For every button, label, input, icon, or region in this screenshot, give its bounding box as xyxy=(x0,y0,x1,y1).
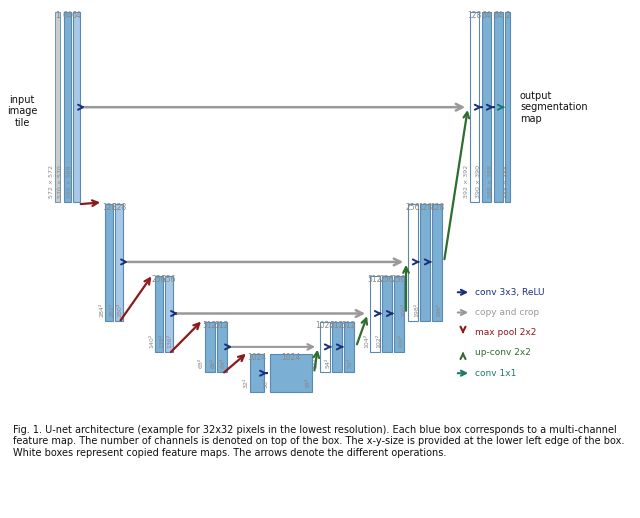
Text: 568 × 568: 568 × 568 xyxy=(67,166,72,198)
Bar xyxy=(470,12,479,202)
Text: 392 × 392: 392 × 392 xyxy=(464,165,469,198)
Text: 102²: 102² xyxy=(376,334,381,348)
Text: 512: 512 xyxy=(330,321,344,329)
Text: up-conv 2x2: up-conv 2x2 xyxy=(475,349,531,357)
Bar xyxy=(270,354,312,393)
Bar xyxy=(55,12,60,202)
Text: 256: 256 xyxy=(392,275,406,284)
Text: conv 3x3, ReLU: conv 3x3, ReLU xyxy=(475,288,545,297)
Bar xyxy=(482,12,491,202)
Text: 198²: 198² xyxy=(414,303,419,316)
Bar xyxy=(250,354,264,393)
Text: 128: 128 xyxy=(430,203,444,212)
Text: 64: 64 xyxy=(493,11,504,20)
Bar xyxy=(394,276,404,352)
Bar xyxy=(205,322,215,372)
Text: 30²: 30² xyxy=(264,378,269,388)
Text: 64²: 64² xyxy=(221,358,226,368)
Text: Fig. 1. U-net architecture (example for 32x32 pixels in the lowest resolution). : Fig. 1. U-net architecture (example for … xyxy=(13,425,624,458)
Text: 388 × 388: 388 × 388 xyxy=(504,165,509,198)
Bar xyxy=(494,12,503,202)
Text: 280²: 280² xyxy=(117,303,122,316)
Bar xyxy=(115,204,123,321)
Text: 138²: 138² xyxy=(159,334,164,348)
Bar xyxy=(420,204,430,321)
Bar xyxy=(73,12,80,202)
Bar xyxy=(382,276,392,352)
Text: 390 × 390: 390 × 390 xyxy=(476,165,481,198)
Text: 1024: 1024 xyxy=(248,353,267,362)
Text: 52²: 52² xyxy=(348,358,353,368)
Bar xyxy=(165,276,173,352)
Text: 136²: 136² xyxy=(167,334,172,348)
Text: 512: 512 xyxy=(342,321,356,329)
Text: 104²: 104² xyxy=(364,334,369,348)
Text: 570 × 570: 570 × 570 xyxy=(58,165,63,198)
Text: 28²: 28² xyxy=(306,378,311,388)
Bar xyxy=(432,204,442,321)
Bar xyxy=(105,204,113,321)
Text: 256: 256 xyxy=(152,275,166,284)
Text: 572 × 572: 572 × 572 xyxy=(49,165,54,198)
Text: 256: 256 xyxy=(406,203,420,212)
Text: 64: 64 xyxy=(72,11,81,20)
Text: 512: 512 xyxy=(203,321,217,329)
Text: 282²: 282² xyxy=(109,302,114,316)
Text: 100²: 100² xyxy=(398,334,403,348)
Bar xyxy=(344,322,354,372)
Text: 128: 128 xyxy=(102,203,116,212)
Text: 256: 256 xyxy=(162,275,176,284)
Text: 68²: 68² xyxy=(199,358,204,368)
Bar xyxy=(370,276,380,352)
Text: 140²: 140² xyxy=(149,334,154,348)
Text: 64: 64 xyxy=(482,11,492,20)
Text: 66²: 66² xyxy=(211,358,216,368)
Text: 1024: 1024 xyxy=(282,353,301,362)
Text: 54²: 54² xyxy=(326,358,331,368)
Text: 56²: 56² xyxy=(314,358,319,368)
Bar xyxy=(408,204,418,321)
Bar xyxy=(217,322,227,372)
Bar xyxy=(505,12,510,202)
Text: max pool 2x2: max pool 2x2 xyxy=(475,328,536,337)
Text: 200²: 200² xyxy=(402,303,407,316)
Text: output
segmentation
map: output segmentation map xyxy=(520,91,588,124)
Text: 64: 64 xyxy=(63,11,72,20)
Text: 512: 512 xyxy=(368,275,382,284)
Bar xyxy=(320,322,330,372)
Text: conv 1x1: conv 1x1 xyxy=(475,369,516,378)
Text: 388 × 388: 388 × 388 xyxy=(488,165,493,198)
Text: copy and crop: copy and crop xyxy=(475,308,539,317)
Text: 32²: 32² xyxy=(244,378,249,388)
Text: 128: 128 xyxy=(112,203,126,212)
Text: 284²: 284² xyxy=(99,302,104,316)
Text: 1024: 1024 xyxy=(316,321,335,329)
Text: 196²: 196² xyxy=(436,303,441,316)
Text: 128: 128 xyxy=(467,11,482,20)
Bar xyxy=(64,12,71,202)
Text: input
image
tile: input image tile xyxy=(7,95,37,128)
Text: 1: 1 xyxy=(55,11,60,20)
Text: 2: 2 xyxy=(505,11,510,20)
Bar xyxy=(332,322,342,372)
Text: 512: 512 xyxy=(215,321,229,329)
Text: 256: 256 xyxy=(380,275,394,284)
Text: 128: 128 xyxy=(418,203,432,212)
Bar xyxy=(155,276,163,352)
